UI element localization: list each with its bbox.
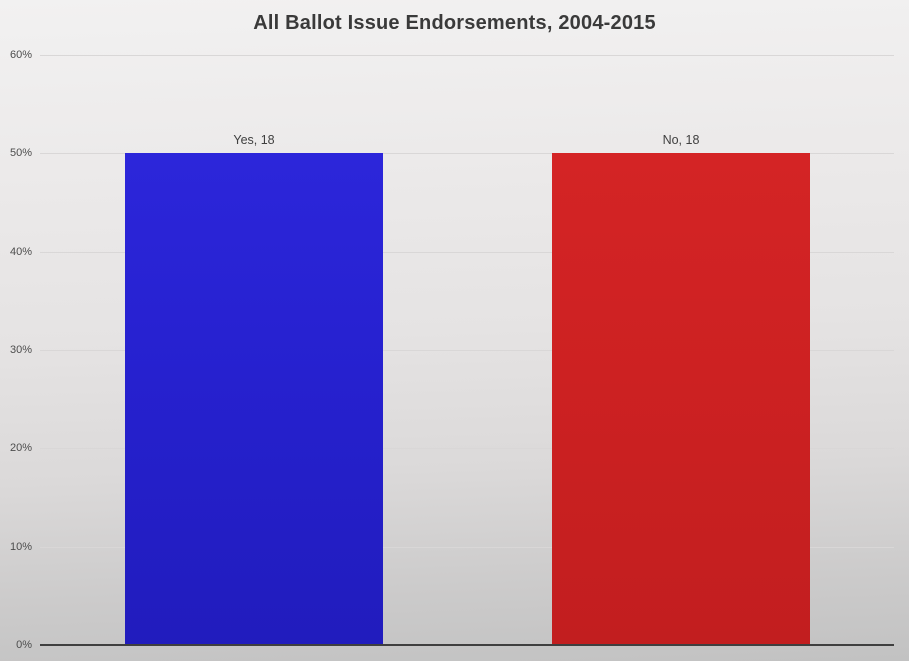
bar-no [552, 153, 810, 644]
y-axis-tick-10: 10% [9, 541, 32, 553]
data-label-yes: Yes, 18 [233, 133, 275, 147]
y-axis-tick-50: 50% [9, 147, 32, 159]
y-axis-tick-0: 0% [16, 639, 32, 651]
gridline-40 [40, 252, 894, 253]
gridline-50 [40, 153, 894, 154]
data-label-no: No, 18 [662, 133, 700, 147]
x-axis-line [40, 644, 894, 646]
gridline-10 [40, 547, 894, 548]
y-axis-tick-60: 60% [9, 49, 32, 61]
y-axis-tick-20: 20% [9, 442, 32, 454]
chart-title: All Ballot Issue Endorsements, 2004-2015 [253, 12, 656, 34]
y-axis-tick-40: 40% [9, 246, 32, 258]
gridline-30 [40, 350, 894, 351]
gridline-60 [40, 55, 894, 56]
gridline-20 [40, 448, 894, 449]
y-axis-tick-30: 30% [9, 344, 32, 356]
bar-yes [125, 153, 383, 644]
